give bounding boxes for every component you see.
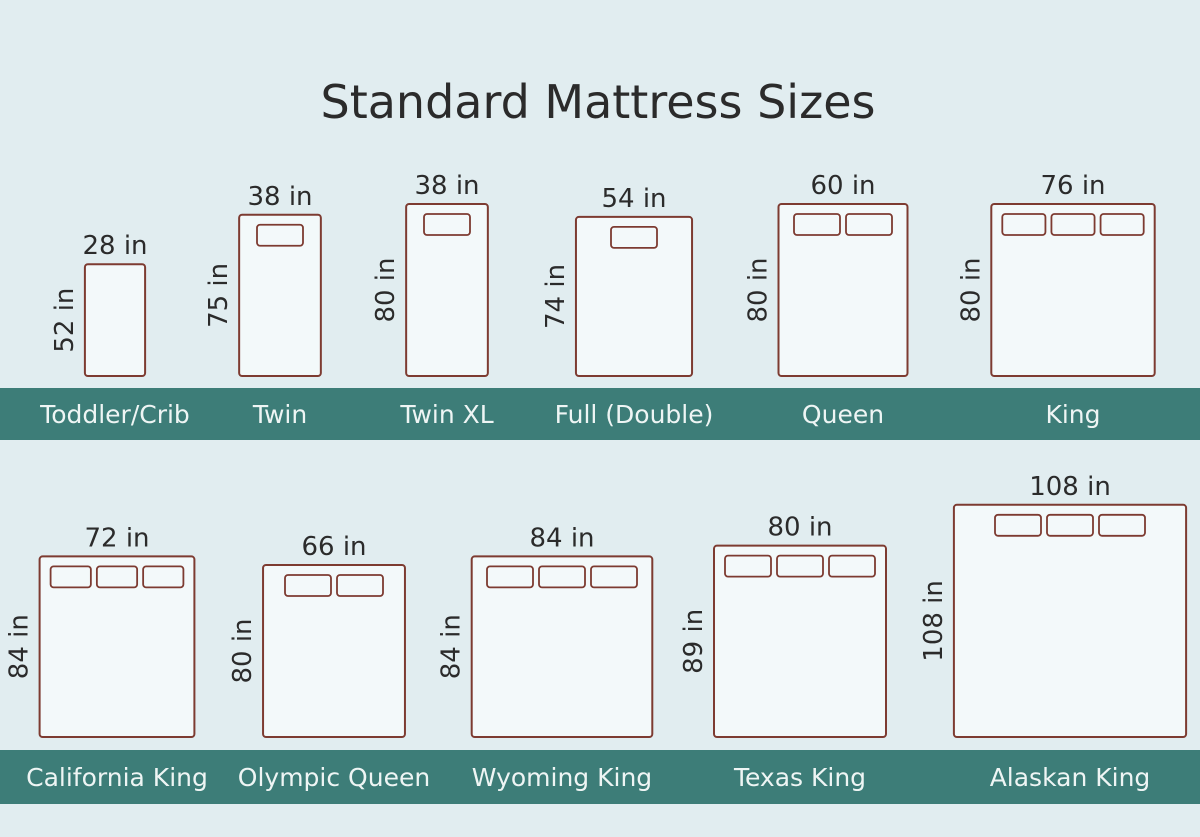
- width-label: 38 in: [414, 171, 479, 201]
- pillow: [95, 565, 139, 589]
- mattress: [405, 203, 489, 377]
- mattress: [38, 555, 196, 739]
- length-label: 80 in: [371, 257, 401, 322]
- width-label: 60 in: [810, 171, 875, 201]
- size-name: Olympic Queen: [238, 763, 430, 792]
- width-label: 72 in: [84, 523, 149, 553]
- length-label: 84 in: [5, 614, 35, 679]
- width-label: 28 in: [82, 231, 147, 261]
- pillow: [793, 213, 841, 236]
- width-label: 54 in: [601, 184, 666, 214]
- length-label: 75 in: [204, 263, 234, 328]
- width-label: 80 in: [767, 513, 832, 543]
- pillow: [256, 223, 304, 247]
- pillow: [284, 574, 332, 597]
- size-name: Texas King: [733, 763, 866, 792]
- pillow: [828, 554, 876, 578]
- width-label: 38 in: [247, 182, 312, 212]
- mattress: [262, 564, 406, 738]
- pillow: [845, 213, 893, 236]
- pillow: [724, 554, 772, 578]
- pillow: [1050, 213, 1096, 236]
- pillow: [610, 225, 658, 249]
- width-label: 66 in: [301, 532, 366, 562]
- pillow: [538, 565, 586, 589]
- pillow: [994, 513, 1042, 537]
- pillow: [1001, 213, 1047, 236]
- pillow: [423, 213, 471, 236]
- size-name: Queen: [802, 400, 884, 429]
- length-label: 108 in: [919, 580, 949, 662]
- length-label: 80 in: [744, 257, 774, 322]
- length-label: 84 in: [437, 614, 467, 679]
- band: [0, 388, 1200, 440]
- size-name: King: [1045, 400, 1100, 429]
- width-label: 108 in: [1029, 472, 1111, 502]
- size-name: California King: [26, 763, 208, 792]
- mattress: [713, 544, 887, 739]
- length-label: 80 in: [956, 257, 986, 322]
- pillow: [336, 574, 384, 597]
- mattress: [990, 203, 1156, 377]
- mattress: [238, 213, 322, 377]
- mattress: [470, 555, 654, 739]
- size-name: Alaskan King: [990, 763, 1151, 792]
- pillow: [776, 554, 824, 578]
- mattress: [574, 215, 694, 377]
- width-label: 84 in: [529, 523, 594, 553]
- pillow: [142, 565, 185, 589]
- size-name: Full (Double): [555, 400, 714, 429]
- pillow: [1099, 213, 1145, 236]
- length-label: 80 in: [228, 618, 258, 683]
- pillow: [49, 565, 92, 589]
- band: [0, 750, 1200, 804]
- pillow: [590, 565, 638, 589]
- mattress: [777, 203, 909, 377]
- length-label: 74 in: [541, 264, 571, 329]
- pillow: [486, 565, 534, 589]
- length-label: 89 in: [679, 609, 709, 674]
- size-name: Wyoming King: [472, 763, 652, 792]
- mattress: [952, 503, 1188, 738]
- pillow: [1046, 513, 1094, 537]
- size-name: Twin XL: [399, 400, 493, 429]
- title: Standard Mattress Sizes: [321, 75, 876, 129]
- width-label: 76 in: [1040, 171, 1105, 201]
- mattress: [83, 263, 147, 378]
- length-label: 52 in: [50, 288, 80, 353]
- size-name: Toddler/Crib: [39, 400, 190, 429]
- size-name: Twin: [252, 400, 307, 429]
- pillow: [1098, 513, 1146, 537]
